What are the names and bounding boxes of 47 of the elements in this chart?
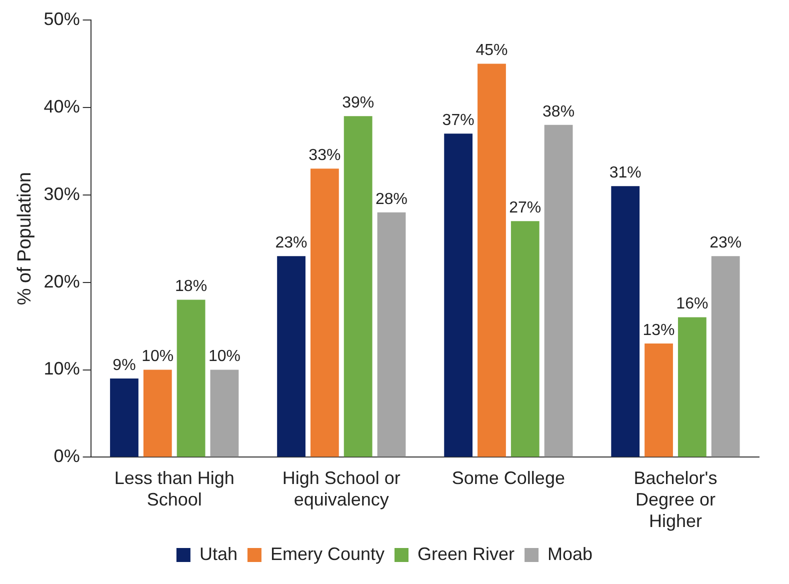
data-label: 9% [112, 356, 136, 374]
data-label: 27% [509, 200, 542, 217]
data-label: 10% [142, 348, 174, 366]
bar [344, 116, 372, 457]
data-label: 33% [308, 147, 341, 164]
data-label: 38% [542, 103, 575, 120]
data-label: 13% [642, 322, 675, 339]
y-tick-label: 30% [44, 184, 80, 204]
x-tick-label: Bachelor's Degree or Higher [634, 468, 718, 532]
bar [644, 344, 673, 457]
legend-label: Emery County [270, 544, 385, 564]
bar [444, 134, 473, 457]
y-tick-label: 40% [44, 96, 80, 116]
x-tick-label: Less than High School [114, 468, 234, 510]
bar [544, 124, 573, 457]
y-tick-label: 50% [44, 8, 80, 29]
data-label: 23% [710, 234, 742, 252]
bar [611, 186, 640, 457]
x-tick-label: High School or equivalency [282, 468, 400, 510]
data-label: 31% [609, 164, 642, 182]
data-label: 23% [275, 234, 308, 252]
bar [210, 370, 239, 457]
bar [110, 378, 138, 457]
bar [310, 168, 339, 457]
data-label: 18% [175, 278, 208, 296]
bar [277, 256, 306, 457]
bar [143, 370, 172, 457]
legend-label: Green River [418, 544, 515, 564]
legend-label: Moab [548, 544, 593, 564]
data-label: 45% [476, 42, 508, 60]
bar [711, 256, 740, 457]
x-tick-label: Some College [452, 468, 565, 488]
bar [377, 212, 406, 457]
y-tick-label: 10% [44, 358, 80, 379]
y-tick-label: 0% [54, 446, 80, 466]
y-axis-title: % of Population [14, 172, 36, 306]
legend-label: Utah [199, 544, 238, 564]
data-label: 28% [375, 190, 408, 208]
data-label: 10% [208, 348, 240, 366]
bar [478, 64, 506, 457]
bar [510, 221, 540, 457]
data-label: 16% [676, 296, 708, 313]
bar [678, 317, 706, 457]
bar [176, 300, 206, 457]
data-label: 37% [442, 112, 474, 130]
y-tick-label: 20% [44, 271, 80, 292]
data-label: 39% [342, 94, 374, 112]
